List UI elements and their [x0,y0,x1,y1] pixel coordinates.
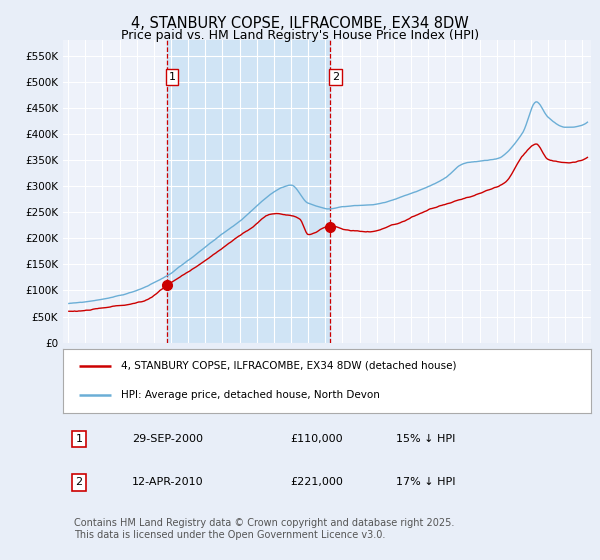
Text: 1: 1 [169,72,175,82]
Text: 1: 1 [76,434,82,444]
Text: 17% ↓ HPI: 17% ↓ HPI [395,478,455,487]
Text: 2: 2 [75,478,82,487]
Text: 2: 2 [332,72,339,82]
Text: 4, STANBURY COPSE, ILFRACOMBE, EX34 8DW (detached house): 4, STANBURY COPSE, ILFRACOMBE, EX34 8DW … [121,361,457,371]
Text: Contains HM Land Registry data © Crown copyright and database right 2025.
This d: Contains HM Land Registry data © Crown c… [74,519,454,540]
Text: £110,000: £110,000 [290,434,343,444]
Text: 4, STANBURY COPSE, ILFRACOMBE, EX34 8DW: 4, STANBURY COPSE, ILFRACOMBE, EX34 8DW [131,16,469,31]
Text: 29-SEP-2000: 29-SEP-2000 [131,434,203,444]
Text: Price paid vs. HM Land Registry's House Price Index (HPI): Price paid vs. HM Land Registry's House … [121,29,479,42]
Text: £221,000: £221,000 [290,478,343,487]
Text: HPI: Average price, detached house, North Devon: HPI: Average price, detached house, Nort… [121,390,380,400]
Bar [167,40,330,343]
Text: 15% ↓ HPI: 15% ↓ HPI [395,434,455,444]
Text: 12-APR-2010: 12-APR-2010 [131,478,203,487]
